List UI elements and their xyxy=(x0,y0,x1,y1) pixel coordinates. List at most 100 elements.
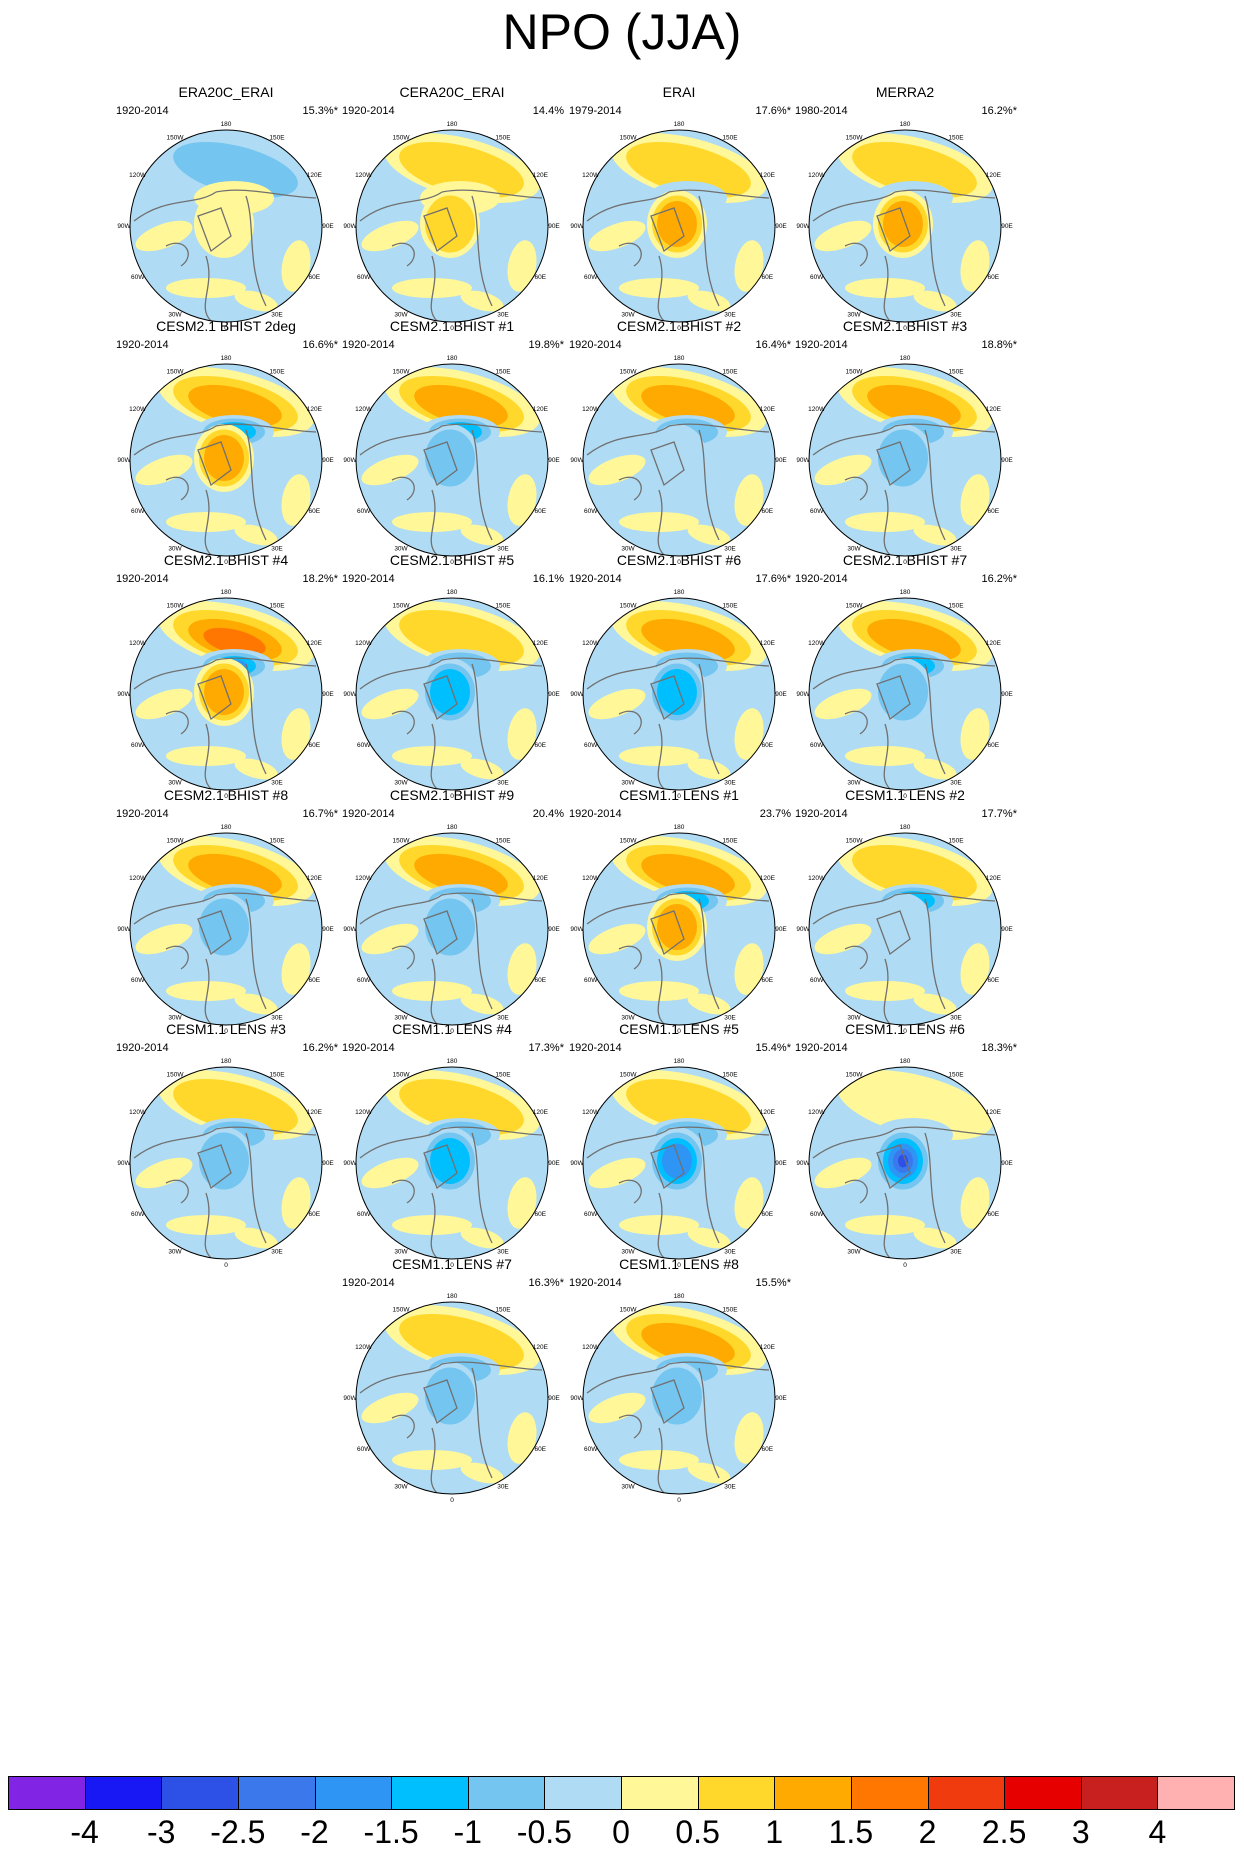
coastline xyxy=(586,1128,670,1159)
polar-anomaly-lobe xyxy=(204,435,244,481)
longitude-label: 150W xyxy=(620,838,638,845)
polar-stereographic-map: 180 150W 150E 120W 120E 90W 90E 60W 60E 30W 30E 0 xyxy=(796,121,1013,332)
coastline xyxy=(618,476,642,501)
longitude-label: 30W xyxy=(847,311,861,318)
coastline xyxy=(430,489,438,556)
polar-anomaly-lobe xyxy=(194,190,254,258)
coastline xyxy=(215,189,317,199)
polar-stereographic-map: 180 150W 150E 120W 120E 90W 90E 60W 60E 30W 30E 0 xyxy=(570,1293,787,1504)
weak-positive-patch xyxy=(845,981,925,1001)
coastline xyxy=(586,1363,670,1394)
longitude-label: 30W xyxy=(621,1014,635,1021)
map-border xyxy=(355,1301,549,1495)
coastline xyxy=(423,675,458,721)
map-border xyxy=(808,597,1002,791)
coastline xyxy=(133,659,217,690)
panel-variance-percent: 14.4% xyxy=(532,105,564,117)
coastline xyxy=(894,423,996,433)
anomaly-field xyxy=(130,1067,322,1259)
longitude-label: 150E xyxy=(495,135,511,142)
pacific-anomaly-lobe xyxy=(173,1078,298,1135)
pacific-anomaly-lobe xyxy=(641,1322,735,1365)
longitude-label: 120E xyxy=(533,1344,549,1351)
anomaly-field xyxy=(809,364,1001,556)
weak-positive-patch xyxy=(619,981,699,1001)
coastline xyxy=(391,1179,415,1204)
coastline xyxy=(844,242,868,267)
coastline xyxy=(698,195,720,307)
longitude-label: 60E xyxy=(762,1211,774,1218)
longitude-label: 150E xyxy=(269,369,285,376)
longitude-label: 0 xyxy=(903,559,907,566)
longitude-label: 60E xyxy=(535,742,547,749)
coastline xyxy=(204,958,212,1025)
longitude-label: 90W xyxy=(796,1160,810,1167)
weak-positive-patch xyxy=(392,746,472,766)
weak-positive-patch xyxy=(814,454,872,486)
weak-positive-patch xyxy=(960,708,990,760)
map-panel: CESM1.1 LENS #5 1920-2014 15.4%* 180 150W 150… xyxy=(549,1021,809,1291)
weak-positive-patch xyxy=(913,1227,957,1249)
longitude-label: 60E xyxy=(535,508,547,515)
longitude-label: 60E xyxy=(309,742,321,749)
polar-stereographic-map: 180 150W 150E 120W 120E 90W 90E 60W 60E 30W 30E 0 xyxy=(343,589,560,800)
longitude-label: 90E xyxy=(322,1160,334,1167)
longitude-label: 0 xyxy=(450,1028,454,1035)
map-border xyxy=(582,363,776,557)
weak-positive-patch xyxy=(361,688,419,720)
weak-positive-patch xyxy=(234,758,278,780)
longitude-label: 90E xyxy=(548,223,560,230)
longitude-label: 60E xyxy=(762,1446,774,1453)
weak-positive-patch xyxy=(507,708,537,760)
polar-stereographic-map: 180 150W 150E 120W 120E 90W 90E 60W 60E 30W 30E 0 xyxy=(117,589,334,800)
polar-anomaly-lobe xyxy=(430,669,470,715)
anomaly-field xyxy=(130,833,322,1025)
longitude-label: 60W xyxy=(131,742,145,749)
longitude-label: 60W xyxy=(810,274,824,281)
longitude-label: 90E xyxy=(1001,691,1013,698)
longitude-label: 30W xyxy=(394,1248,408,1255)
coastline xyxy=(844,476,868,501)
pacific-anomaly-lobe xyxy=(399,1313,524,1370)
longitude-label: 120W xyxy=(808,640,826,647)
longitude-label: 120E xyxy=(986,640,1002,647)
panel-period: 1920-2014 xyxy=(795,808,848,820)
weak-positive-patch xyxy=(135,454,193,486)
weak-positive-patch xyxy=(687,758,731,780)
anomaly-field xyxy=(809,130,1001,322)
longitude-label: 30W xyxy=(168,545,182,552)
weak-positive-patch xyxy=(507,474,537,526)
longitude-label: 150W xyxy=(167,369,185,376)
polar-stereographic-map: 180 150W 150E 120W 120E 90W 90E 60W 60E 30W 30E 0 xyxy=(117,824,334,1035)
pacific-anomaly-lobe xyxy=(641,853,735,896)
panel-title: CESM1.1 LENS #1 xyxy=(619,787,739,803)
panel-variance-percent: 16.6%* xyxy=(302,339,338,351)
polar-stereographic-map: 180 150W 150E 120W 120E 90W 90E 60W 60E 30W 30E 0 xyxy=(343,824,560,1035)
pacific-anomaly-lobe xyxy=(641,384,735,427)
coastline xyxy=(391,945,415,970)
longitude-label: 120E xyxy=(533,406,549,413)
longitude-label: 60W xyxy=(584,1446,598,1453)
longitude-label: 90W xyxy=(117,457,131,464)
coastline xyxy=(894,892,996,902)
longitude-label: 0 xyxy=(677,1497,681,1504)
pacific-anomaly-lobe xyxy=(626,141,751,198)
anomaly-field xyxy=(809,833,1001,1025)
weak-positive-patch xyxy=(687,290,731,312)
longitude-label: 120W xyxy=(808,1109,826,1116)
colorbar-tick-label: -1.5 xyxy=(363,1814,419,1850)
longitude-label: 150W xyxy=(393,603,411,610)
polar-anomaly-lobe xyxy=(430,904,470,950)
coastline xyxy=(197,675,232,721)
longitude-label: 60W xyxy=(357,1446,371,1453)
weak-positive-patch xyxy=(281,1177,311,1229)
colorbar-tick-label: -4 xyxy=(70,1814,99,1850)
polar-anomaly-lobe xyxy=(204,1138,244,1184)
longitude-label: 120W xyxy=(355,875,373,882)
panel-title: CESM2.1 BHIST #8 xyxy=(163,787,289,803)
longitude-label: 60E xyxy=(988,508,1000,515)
longitude-label: 30W xyxy=(621,1248,635,1255)
coastline xyxy=(668,189,770,199)
longitude-label: 90W xyxy=(343,1160,357,1167)
coastline xyxy=(844,710,868,735)
